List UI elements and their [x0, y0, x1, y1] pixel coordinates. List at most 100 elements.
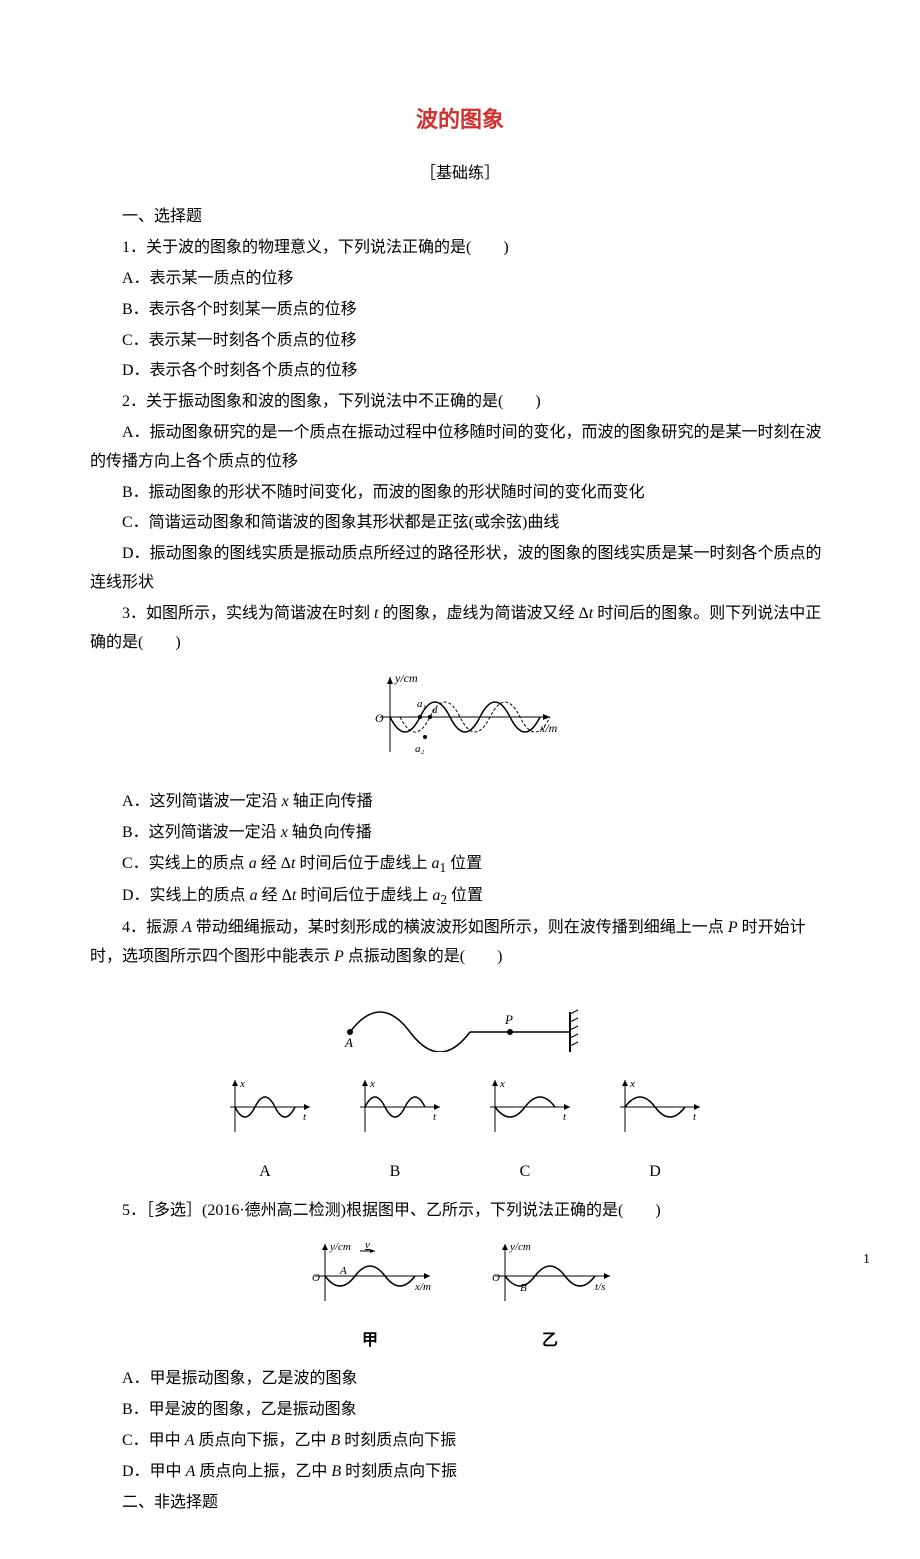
- q3-figure: y/cm x/m O a₁ a a₂: [90, 667, 830, 778]
- svg-text:t: t: [693, 1111, 697, 1123]
- q3C-t2: 经 Δ: [257, 855, 291, 872]
- q5-optD: D．甲中 A 质点向上振，乙中 B 时刻质点向下振: [90, 1458, 830, 1487]
- q3-stem: 3．如图所示，实线为简谐波在时刻 t 的图象，虚线为简谐波又经 Δt 时间后的图…: [90, 600, 830, 658]
- q5D-t3: 时刻质点向下振: [341, 1463, 457, 1480]
- q3A-t1: A．这列简谐波一定沿: [122, 793, 282, 810]
- svg-text:x: x: [499, 1078, 505, 1090]
- q3-optD: D．实线上的质点 a 经 Δt 时间后位于虚线上 a2 位置: [90, 882, 830, 912]
- q5C-t2: 质点向下振，乙中: [194, 1432, 330, 1449]
- q3C-t1: C．实线上的质点: [122, 855, 249, 872]
- q2-optA-text: A．振动图象研究的是一个质点在振动过程中位移随时间的变化，而波的图象研究的是某一…: [90, 424, 822, 470]
- fig5-yl2: y/cm: [509, 1241, 531, 1253]
- q3-t1: 3．如图所示，实线为简谐波在时刻: [122, 605, 374, 622]
- section-heading: 一、选择题: [90, 203, 830, 232]
- q5D-t1: D．甲中: [122, 1463, 186, 1480]
- q3C-v1: a: [249, 855, 257, 872]
- q4-stem: 4．振源 A 带动细绳振动，某时刻形成的横波波形如图所示，则在波传播到细绳上一点…: [90, 914, 830, 972]
- fig3-a: a: [432, 704, 438, 716]
- q1-optB: B．表示各个时刻某一质点的位移: [90, 296, 830, 325]
- q5D-v1: A: [186, 1463, 196, 1480]
- q3D-t3: 时间后位于虚线上: [296, 887, 432, 904]
- q2-optC: C．简谐运动图象和简谐波的图象其形状都是正弦(或余弦)曲线: [90, 509, 830, 538]
- q4-v2: P: [728, 919, 738, 936]
- q2-optB: B．振动图象的形状不随时间变化，而波的图象的形状随时间的变化而变化: [90, 479, 830, 508]
- q3D-t4: 位置: [447, 887, 483, 904]
- q5C-t1: C．甲中: [122, 1432, 185, 1449]
- svg-text:t: t: [433, 1111, 437, 1123]
- q4-labelA: A: [215, 1158, 315, 1187]
- fig5-label2: 乙: [480, 1327, 620, 1356]
- q2-optA: A．振动图象研究的是一个质点在振动过程中位移随时间的变化，而波的图象研究的是某一…: [90, 419, 830, 477]
- q5-optB: B．甲是波的图象，乙是振动图象: [90, 1396, 830, 1425]
- q4-figA: x t A: [215, 1072, 315, 1187]
- svg-text:O: O: [312, 1272, 320, 1284]
- svg-text:x: x: [239, 1078, 245, 1090]
- svg-text:x: x: [369, 1078, 375, 1090]
- fig3-xlabel: x/m: [539, 721, 558, 735]
- q5-optA: A．甲是振动图象，乙是波的图象: [90, 1365, 830, 1394]
- page-title: 波的图象: [90, 100, 830, 140]
- q3D-sub: 2: [440, 892, 447, 907]
- q4-t4: 点振动图象的是( ): [344, 948, 503, 965]
- q1-stem: 1．关于波的图象的物理意义，下列说法正确的是( ): [90, 234, 830, 263]
- q4-figB: x t B: [345, 1072, 445, 1187]
- q3-t2: 的图象，虚线为简谐波又经 Δ: [378, 605, 588, 622]
- fig5-yl1: y/cm: [329, 1241, 351, 1253]
- q4-labelC: C: [475, 1158, 575, 1187]
- q5C-t3: 时刻质点向下振: [340, 1432, 456, 1449]
- q5-stem: 5．［多选］(2016·德州高二检测)根据图甲、乙所示，下列说法正确的是( ): [90, 1197, 830, 1226]
- fig5-xl1: x/m: [414, 1281, 431, 1293]
- q3C-t4: 位置: [446, 855, 482, 872]
- q4-v3: P: [334, 948, 344, 965]
- q5-figures: y/cm x/m O A v 甲 y/cm t/s O B 乙: [90, 1236, 830, 1356]
- q4-rope-figure: A P: [90, 982, 830, 1063]
- q4-t1: 4．振源: [122, 919, 182, 936]
- q3B-v: x: [281, 824, 288, 841]
- fig5-A: A: [339, 1265, 347, 1277]
- fig3-a1: a₁: [417, 698, 427, 710]
- subtitle: ［基础练］: [90, 160, 830, 189]
- page-number: 1: [863, 1247, 870, 1272]
- q5-fig-jia: y/cm x/m O A v 甲: [300, 1236, 440, 1356]
- fig3-O: O: [375, 711, 384, 725]
- q1-optD: D．表示各个时刻各个质点的位移: [90, 357, 830, 386]
- q3-optA: A．这列简谐波一定沿 x 轴正向传播: [90, 788, 830, 817]
- q1-optC: C．表示某一时刻各个质点的位移: [90, 327, 830, 356]
- q3A-t2: 轴正向传播: [289, 793, 373, 810]
- q4-figD: x t D: [605, 1072, 705, 1187]
- fig5-label1: 甲: [300, 1327, 440, 1356]
- svg-text:x: x: [629, 1078, 635, 1090]
- q5-fig-yi: y/cm t/s O B 乙: [480, 1236, 620, 1356]
- q3C-t3: 时间后位于虚线上: [295, 855, 431, 872]
- q3B-t2: 轴负向传播: [288, 824, 372, 841]
- fig5-xl2: t/s: [595, 1281, 605, 1293]
- q4-labelB: B: [345, 1158, 445, 1187]
- q1-optA: A．表示某一质点的位移: [90, 265, 830, 294]
- q5C-v2: B: [330, 1432, 340, 1449]
- q2-stem: 2．关于振动图象和波的图象，下列说法中不正确的是( ): [90, 388, 830, 417]
- svg-text:O: O: [492, 1272, 500, 1284]
- q5D-v2: B: [331, 1463, 341, 1480]
- q4-labelD: D: [605, 1158, 705, 1187]
- fig4-A: A: [344, 1035, 353, 1050]
- q3-optB: B．这列简谐波一定沿 x 轴负向传播: [90, 819, 830, 848]
- q2-optD: D．振动图象的图线实质是振动质点所经过的路径形状，波的图象的图线实质是某一时刻各…: [90, 540, 830, 598]
- q5C-v1: A: [185, 1432, 195, 1449]
- q3D-t1: D．实线上的质点: [122, 887, 250, 904]
- q3D-v1: a: [250, 887, 258, 904]
- svg-text:t: t: [303, 1111, 307, 1123]
- q5-optC: C．甲中 A 质点向下振，乙中 B 时刻质点向下振: [90, 1427, 830, 1456]
- fig4-P: P: [504, 1012, 513, 1027]
- fig5-B: B: [520, 1282, 527, 1294]
- q3-optC: C．实线上的质点 a 经 Δt 时间后位于虚线上 a1 位置: [90, 850, 830, 880]
- section2-heading: 二、非选择题: [90, 1489, 830, 1518]
- q4-figC: x t C: [475, 1072, 575, 1187]
- fig3-a2: a₂: [415, 743, 425, 755]
- q3A-v: x: [282, 793, 289, 810]
- fig3-ylabel: y/cm: [394, 671, 418, 685]
- q4-t2: 带动细绳振动，某时刻形成的横波波形如图所示，则在波传播到细绳上一点: [192, 919, 728, 936]
- fig5-v: v: [365, 1239, 370, 1251]
- q3D-t2: 经 Δ: [258, 887, 292, 904]
- q3B-t1: B．这列简谐波一定沿: [122, 824, 281, 841]
- q5D-t2: 质点向上振，乙中: [195, 1463, 331, 1480]
